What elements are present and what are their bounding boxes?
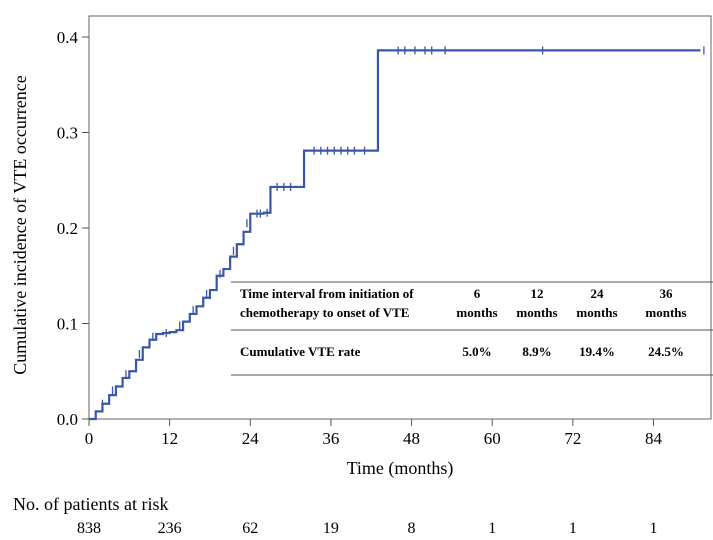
risk-count: 19	[322, 520, 339, 537]
risk-count: 236	[157, 520, 182, 537]
table-col-header-unit: months	[516, 305, 557, 320]
risk-count: 1	[568, 520, 577, 537]
x-tick-label: 12	[161, 429, 178, 448]
cumulative-incidence-curve	[89, 49, 701, 421]
y-tick-label: 0.2	[57, 219, 78, 238]
y-tick-label: 0.0	[57, 410, 78, 429]
y-tick-label: 0.1	[57, 315, 78, 334]
x-tick-label: 60	[484, 429, 501, 448]
risk-count: 1	[488, 520, 497, 537]
x-tick-label: 0	[85, 429, 94, 448]
y-axis-title: Cumulative incidence of VTE occurrence	[10, 75, 30, 375]
table-col-header: 24	[591, 286, 605, 301]
table-col-header-unit: months	[456, 305, 497, 320]
table-row-label: Cumulative VTE rate	[240, 344, 361, 359]
x-tick-label: 36	[322, 429, 339, 448]
risk-count: 8	[407, 520, 416, 537]
x-axis-title: Time (months)	[347, 458, 454, 479]
inset-table: Time interval from initiation of chemoth…	[231, 281, 713, 376]
table-col-header-unit: months	[645, 305, 686, 320]
risk-count: 838	[77, 520, 101, 537]
risk-count: 62	[242, 520, 259, 537]
x-tick-label: 48	[403, 429, 420, 448]
risk-table-title: No. of patients at risk	[13, 494, 169, 514]
table-col-header-unit: months	[576, 305, 617, 320]
table-header-label-2: chemotherapy to onset of VTE	[240, 305, 409, 320]
table-cell-value: 19.4%	[579, 344, 615, 359]
table-cell-value: 8.9%	[522, 344, 551, 359]
table-cell-value: 24.5%	[648, 344, 684, 359]
table-col-header: 12	[531, 286, 544, 301]
y-tick-label: 0.4	[57, 28, 79, 47]
risk-count: 1	[649, 520, 658, 537]
table-col-header: 6	[474, 286, 481, 301]
table-col-header: 36	[660, 286, 674, 301]
x-tick-label: 84	[645, 429, 663, 448]
x-tick-label: 72	[564, 429, 581, 448]
y-tick-label: 0.3	[57, 124, 78, 143]
table-cell-value: 5.0%	[462, 344, 491, 359]
x-tick-label: 24	[242, 429, 260, 448]
table-header-label-1: Time interval from initiation of	[240, 286, 414, 301]
plot-frame	[88, 15, 712, 420]
